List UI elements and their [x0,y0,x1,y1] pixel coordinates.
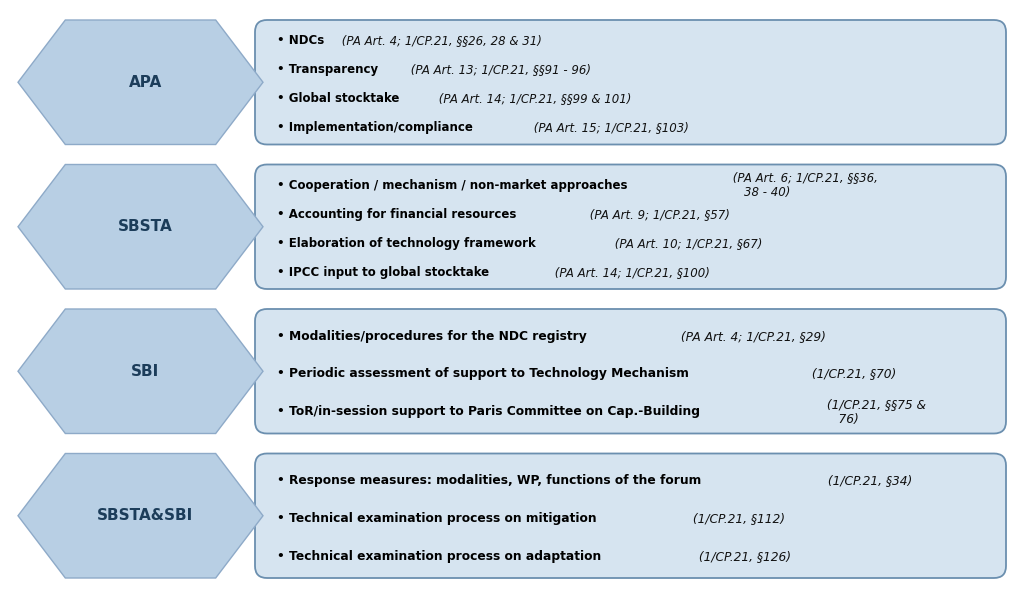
Text: (1/CP.21, §112): (1/CP.21, §112) [689,512,785,525]
Text: (1/CP.21, §§75 &
    76): (1/CP.21, §§75 & 76) [823,398,926,426]
Polygon shape [18,20,263,145]
Text: • Accounting for financial resources: • Accounting for financial resources [278,208,516,221]
Text: • IPCC input to global stocktake: • IPCC input to global stocktake [278,266,489,279]
Text: (PA Art. 14; 1/CP.21, §§99 & 101): (PA Art. 14; 1/CP.21, §§99 & 101) [435,92,631,105]
FancyBboxPatch shape [255,453,1006,578]
Text: (PA Art. 4; 1/CP.21, §29): (PA Art. 4; 1/CP.21, §29) [677,329,825,343]
Text: (1/CP.21, §34): (1/CP.21, §34) [824,474,912,487]
Text: • NDCs: • NDCs [278,34,325,47]
Text: • Cooperation / mechanism / non-market approaches: • Cooperation / mechanism / non-market a… [278,179,628,192]
Text: • ToR/in-session support to Paris Committee on Cap.-Building: • ToR/in-session support to Paris Commit… [278,405,700,418]
Text: (PA Art. 6; 1/CP.21, §§36,
    38 - 40): (PA Art. 6; 1/CP.21, §§36, 38 - 40) [729,172,879,199]
Text: SBSTA&SBI: SBSTA&SBI [97,508,194,523]
Text: (PA Art. 4; 1/CP.21, §§26, 28 & 31): (PA Art. 4; 1/CP.21, §§26, 28 & 31) [338,34,542,47]
Text: (1/CP.21, §70): (1/CP.21, §70) [809,367,897,380]
Text: (1/CP.21, §126): (1/CP.21, §126) [695,550,792,563]
Text: (PA Art. 14; 1/CP.21, §100): (PA Art. 14; 1/CP.21, §100) [551,266,710,279]
Text: (PA Art. 10; 1/CP.21, §67): (PA Art. 10; 1/CP.21, §67) [611,237,762,250]
Text: APA: APA [129,75,162,90]
Text: SBI: SBI [131,364,160,379]
FancyBboxPatch shape [255,20,1006,145]
FancyBboxPatch shape [255,164,1006,289]
Text: (PA Art. 15; 1/CP.21, §103): (PA Art. 15; 1/CP.21, §103) [529,121,688,134]
Polygon shape [18,309,263,434]
Text: • Periodic assessment of support to Technology Mechanism: • Periodic assessment of support to Tech… [278,367,689,380]
Text: • Response measures: modalities, WP, functions of the forum: • Response measures: modalities, WP, fun… [278,474,701,487]
Text: (PA Art. 13; 1/CP.21, §§91 - 96): (PA Art. 13; 1/CP.21, §§91 - 96) [408,63,592,77]
Polygon shape [18,164,263,289]
Text: (PA Art. 9; 1/CP.21, §57): (PA Art. 9; 1/CP.21, §57) [586,208,730,221]
Text: SBSTA: SBSTA [118,219,173,234]
Text: • Elaboration of technology framework: • Elaboration of technology framework [278,237,536,250]
Text: • Implementation/compliance: • Implementation/compliance [278,121,473,134]
FancyBboxPatch shape [255,309,1006,434]
Polygon shape [18,453,263,578]
Text: • Modalities/procedures for the NDC registry: • Modalities/procedures for the NDC regi… [278,329,587,343]
Text: • Technical examination process on mitigation: • Technical examination process on mitig… [278,512,597,525]
Text: • Transparency: • Transparency [278,63,378,77]
Text: • Technical examination process on adaptation: • Technical examination process on adapt… [278,550,601,563]
Text: • Global stocktake: • Global stocktake [278,92,399,105]
